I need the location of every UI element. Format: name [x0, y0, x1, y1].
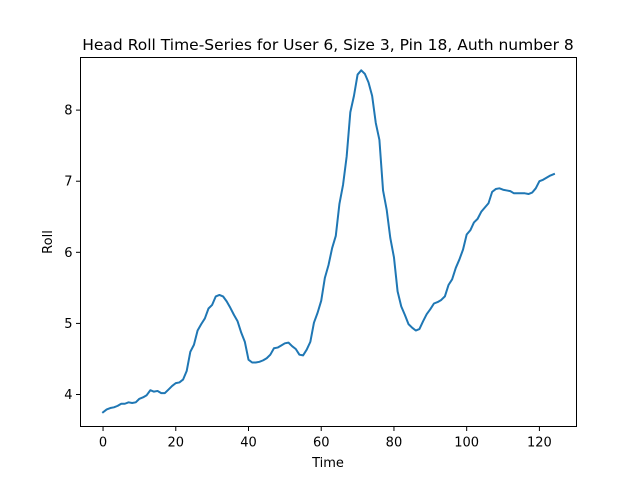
y-tick-label: 8 — [64, 104, 72, 119]
y-tick-label: 7 — [64, 175, 72, 190]
y-axis: 4 5 6 7 8 — [64, 104, 81, 403]
series-line-0 — [101, 69, 556, 414]
y-tick-label: 4 — [64, 388, 72, 403]
chart-title: Head Roll Time-Series for User 6, Size 3… — [82, 36, 574, 54]
y-axis-title: Roll — [41, 230, 56, 254]
x-tick-label: 40 — [240, 436, 257, 451]
x-axis-title: Time — [311, 456, 344, 471]
x-tick-label: 100 — [454, 436, 479, 451]
plot-frame — [80, 57, 577, 427]
x-tick-label: 80 — [386, 436, 403, 451]
x-axis: 0 20 40 60 80 100 120 — [99, 426, 552, 451]
y-tick-label: 6 — [64, 246, 72, 261]
plot-area — [101, 69, 556, 414]
x-tick-label: 20 — [167, 436, 184, 451]
x-tick-label: 120 — [527, 436, 552, 451]
y-tick-label: 5 — [64, 317, 72, 332]
x-tick-label: 0 — [99, 436, 107, 451]
x-tick-label: 60 — [313, 436, 330, 451]
